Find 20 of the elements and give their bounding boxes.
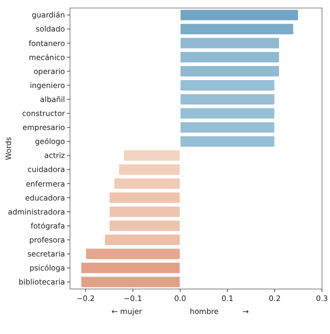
bar (180, 79, 276, 92)
bar (123, 150, 181, 162)
bar (180, 135, 276, 148)
bar (180, 23, 294, 36)
bar (180, 121, 276, 134)
bar (114, 178, 181, 190)
bar (180, 65, 280, 78)
bar (85, 248, 181, 260)
bar (104, 234, 181, 246)
bar (80, 262, 181, 274)
bar (108, 206, 181, 218)
bar (118, 164, 181, 176)
bar (108, 192, 181, 204)
bar (108, 220, 181, 232)
bar (180, 93, 276, 106)
bar (180, 37, 280, 50)
bar (80, 276, 181, 288)
bar (180, 9, 299, 22)
bar (180, 107, 276, 120)
bar (180, 51, 280, 64)
